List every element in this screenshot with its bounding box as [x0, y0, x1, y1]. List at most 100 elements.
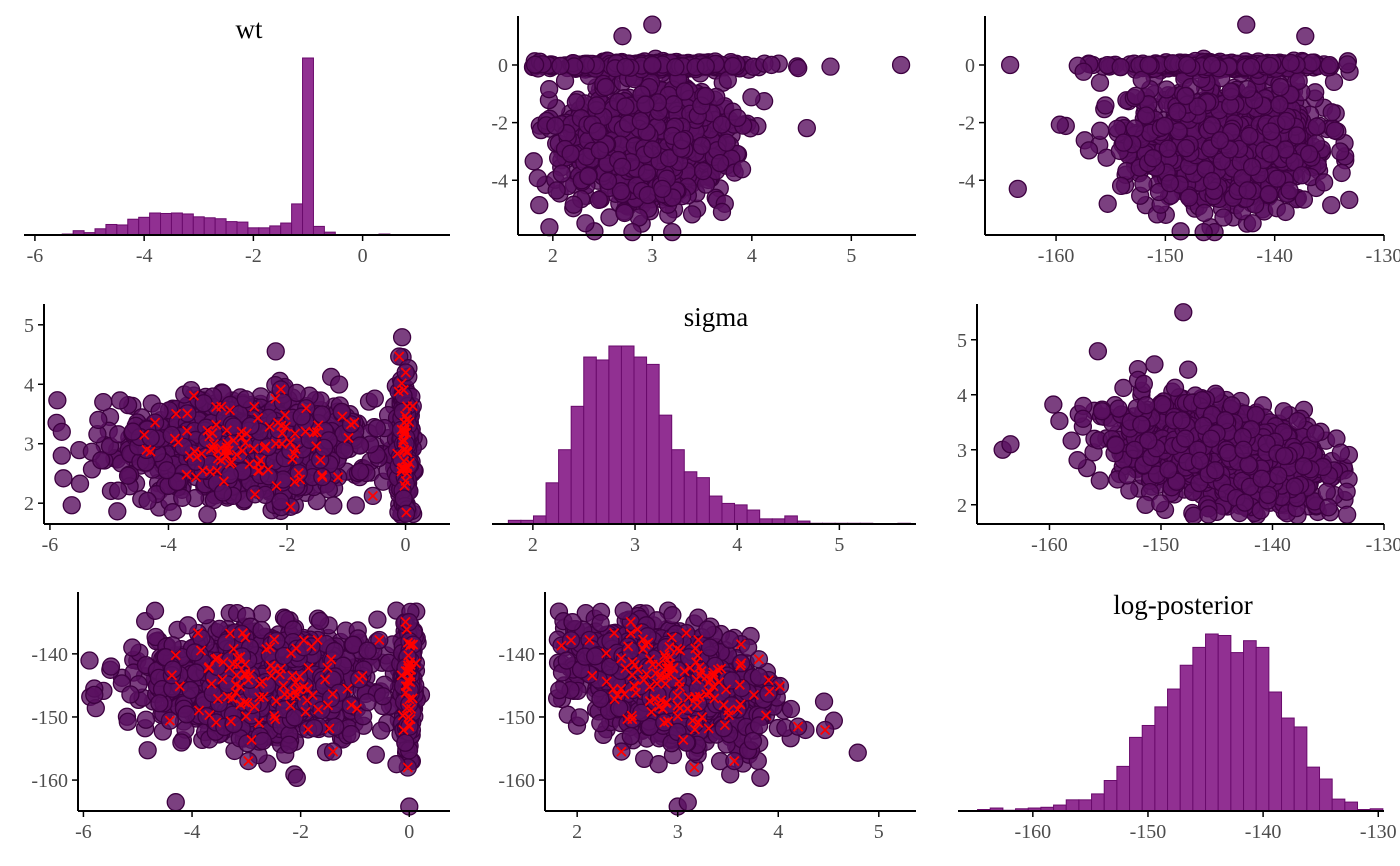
scatter-point [1320, 56, 1339, 75]
scatter-point [1338, 55, 1357, 74]
scatter-point [528, 169, 547, 188]
scatter-point [1307, 117, 1326, 136]
scatter-point [346, 496, 365, 515]
scatter-point [1090, 73, 1110, 92]
scatter-point [1210, 131, 1230, 150]
scatter-point [1325, 121, 1345, 140]
scatter-point [1322, 103, 1341, 122]
scatter-point [1114, 133, 1133, 152]
histogram-bar [170, 212, 183, 236]
scatter-point [89, 410, 108, 430]
scatter-point [1098, 194, 1117, 213]
histogram-bar [595, 359, 610, 525]
x-tick-label: 3 [630, 534, 640, 556]
scatter-point [138, 491, 157, 511]
scatter-point [198, 505, 217, 524]
scatter-point [365, 389, 384, 408]
scatter-point [1221, 82, 1240, 101]
histogram-bar [258, 227, 271, 236]
scatter-point [742, 88, 761, 107]
scatter-point [181, 380, 201, 400]
scatter-point [1168, 102, 1187, 121]
scatter-point [588, 122, 607, 141]
scatter-point [141, 428, 160, 447]
scatter-point [1111, 57, 1130, 77]
scatter-points [993, 303, 1359, 525]
scatter-point [1160, 174, 1180, 193]
histogram-bar [236, 221, 249, 236]
scatter-point [616, 97, 635, 116]
histogram-bar [570, 405, 585, 525]
scatter-point [547, 181, 566, 200]
x-tick-label: 3 [647, 245, 657, 267]
scatter-point [551, 56, 570, 76]
scatter-point [1091, 121, 1110, 140]
histogram-bar [708, 495, 723, 525]
histogram-bar [583, 356, 597, 525]
scatter-point [696, 57, 715, 76]
scatter-point [566, 93, 586, 112]
histogram-bar [280, 222, 293, 236]
scatter-point [1270, 95, 1289, 114]
scatter-point [335, 441, 354, 460]
panel-wt-hist: wt-6 -4 -2 0 [24, 14, 450, 267]
histogram-bar [671, 449, 685, 525]
scatter-point [1260, 56, 1279, 76]
scatter-point [596, 77, 615, 97]
scatter-point [118, 466, 138, 485]
scatter-point [613, 27, 632, 46]
scatter-point [1202, 116, 1222, 135]
scatter-point [732, 160, 752, 179]
scatter-points [1000, 15, 1359, 242]
scatter-point [1340, 190, 1359, 210]
scatter-point [1136, 106, 1156, 125]
scatter-point [312, 405, 332, 424]
scatter-point [1214, 208, 1233, 227]
y-tick-label: 5 [24, 315, 34, 337]
scatter-point [692, 136, 712, 155]
histogram-bar [138, 216, 151, 236]
histogram-bar [683, 471, 698, 525]
y-tick-label: 4 [24, 374, 34, 396]
scatter-point [712, 202, 732, 222]
scatter-point [1314, 173, 1334, 192]
scatter-point [70, 474, 90, 493]
scatter-point [1000, 55, 1020, 75]
scatter-point [1276, 202, 1295, 222]
histogram-bar [149, 212, 162, 236]
scatter-point [1202, 55, 1222, 74]
scatter-point [615, 203, 634, 223]
scatter-point [94, 392, 113, 412]
scatter-point [561, 144, 580, 163]
histogram-bar [646, 363, 660, 525]
scatter-point [643, 15, 662, 34]
histogram-bar [746, 509, 761, 525]
panel-title: sigma [684, 302, 749, 332]
scatter-point [1134, 174, 1153, 193]
scatter-point [1240, 126, 1259, 146]
x-tick-label: 4 [732, 534, 742, 556]
scatter-point [717, 133, 736, 152]
histogram-bar [105, 223, 118, 236]
scatter-point [540, 80, 559, 99]
histogram-bar [545, 482, 560, 525]
scatter-point [797, 118, 816, 138]
x-tick-label: 4 [747, 245, 757, 267]
scatter-point [1176, 138, 1196, 158]
histogram-bar [247, 227, 260, 236]
scatter-point [108, 502, 127, 521]
scatter-point [324, 496, 343, 515]
scatter-point [821, 57, 840, 76]
y-tick-label: 0 [498, 55, 508, 77]
scatter-point [1202, 171, 1222, 191]
scatter-point [350, 436, 370, 455]
y-tick-label: -4 [958, 170, 975, 192]
histogram-bar [192, 216, 205, 236]
scatter-point [631, 111, 650, 131]
x-tick-label: -2 [245, 245, 262, 267]
scatter-point [392, 328, 412, 347]
y-tick-label: -2 [491, 113, 508, 135]
scatter-point [256, 485, 275, 505]
